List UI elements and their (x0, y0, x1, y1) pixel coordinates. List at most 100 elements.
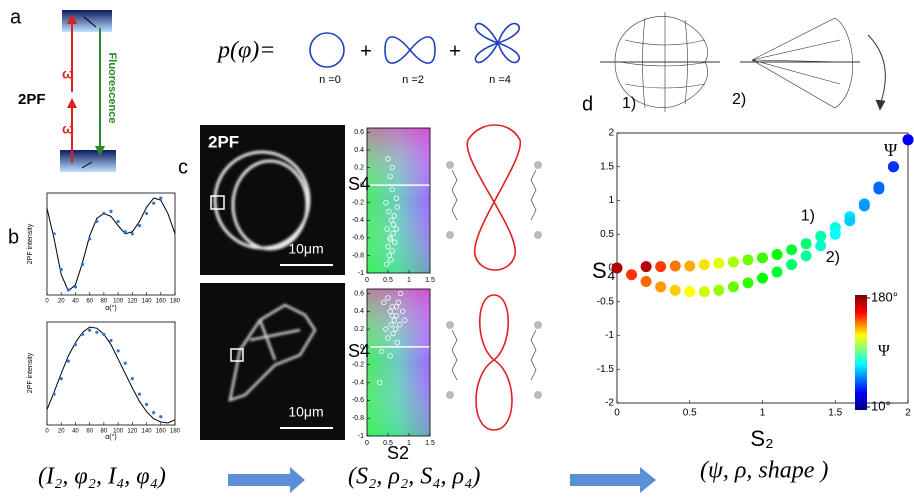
x-tick-label: 180 (170, 299, 181, 305)
panel-letter: d (582, 93, 593, 115)
data-point (137, 224, 142, 228)
y-tick-label: 2 (608, 128, 614, 139)
x-axis-label: α(°) (105, 304, 117, 312)
plus: + (449, 40, 461, 62)
y-tick-label: -1.5 (597, 364, 615, 375)
x-tick-label: 0 (45, 299, 49, 305)
data-point (815, 240, 827, 252)
data-point (392, 239, 398, 245)
x-tick-label: 20 (58, 299, 65, 305)
x-tick-label: 60 (86, 299, 93, 305)
data-point (66, 288, 70, 292)
pipeline-step: (S₂, ρ₂, S₄, ρ₄) (348, 464, 480, 490)
shape-label: 1) (622, 95, 636, 112)
plus: + (360, 40, 372, 62)
data-point (698, 259, 710, 271)
x-tick-label: 120 (127, 299, 138, 305)
data-point (858, 200, 870, 212)
y-tick-label: 0.6 (354, 129, 364, 136)
data-point (385, 295, 391, 301)
x-tick-label: 0 (365, 277, 369, 284)
y-tick-label: -1 (605, 330, 614, 341)
data-point (152, 411, 156, 415)
fit-line (46, 326, 176, 424)
term-label: n =4 (489, 74, 511, 86)
y-tick-label: 0.2 (354, 164, 364, 171)
data-point (669, 284, 681, 296)
data-point (390, 221, 397, 228)
data-point (384, 261, 390, 267)
data-point (383, 326, 389, 332)
data-point (655, 281, 667, 293)
data-point (80, 332, 85, 336)
data-point (684, 260, 696, 272)
data-point (385, 243, 391, 250)
data-point (59, 377, 63, 381)
data-point (388, 217, 395, 223)
x-tick-label: 0 (614, 408, 620, 419)
data-point (379, 348, 385, 355)
data-point (757, 272, 768, 284)
data-point (388, 257, 394, 263)
formula-lhs: p(φ)= (216, 38, 275, 64)
panel-letter: a (10, 6, 22, 28)
x-axis-label: S₂ (750, 426, 773, 451)
data-point (669, 260, 681, 272)
membrane-schematic (446, 124, 542, 431)
y-tick-label: -1 (358, 270, 364, 277)
data-point (800, 238, 812, 250)
data-point (390, 230, 396, 237)
data-point (844, 215, 856, 227)
data-point (400, 308, 406, 314)
y-tick-label: -0.8 (352, 415, 364, 422)
data-point (376, 379, 383, 386)
data-point (130, 377, 134, 381)
micrograph (200, 283, 345, 440)
panel-letter: b (8, 226, 19, 248)
data-point (389, 248, 395, 254)
data-point (786, 244, 798, 256)
x-tick-label: 180 (170, 429, 181, 435)
scale-bar-label: 10μm (288, 404, 323, 420)
x-tick-label: 140 (142, 299, 153, 305)
data-point (887, 161, 899, 173)
data-point (73, 285, 78, 289)
data-point (387, 353, 393, 359)
x-tick-label: 140 (142, 429, 153, 435)
y-tick-label: 0.6 (354, 290, 364, 297)
x-tick-label: 80 (101, 299, 108, 305)
series-label: 1) (801, 207, 815, 224)
x-tick-label: 120 (127, 429, 138, 435)
x-tick-label: 40 (72, 299, 79, 305)
data-point (130, 232, 134, 236)
data-point (385, 335, 391, 341)
term-label: n =2 (402, 74, 424, 86)
plot-background (367, 289, 430, 436)
data-point (387, 236, 394, 243)
x-tick-label: 1.5 (425, 277, 435, 284)
plot-frame (46, 321, 176, 426)
lobe-shapes (309, 22, 520, 68)
y-tick-label: -2 (605, 398, 614, 409)
y-tick-label: -0.4 (352, 379, 364, 386)
x-tick-label: 0.5 (683, 408, 697, 419)
psi-label: Ψ (884, 140, 898, 160)
y-tick-label: 0 (608, 263, 614, 274)
data-point (88, 237, 92, 241)
x-tick-label: 1 (760, 408, 766, 419)
y-tick-label: 0.5 (600, 229, 614, 240)
data-point (640, 276, 652, 287)
x-tick-label: 2 (905, 408, 911, 419)
x-tick-label: 1 (407, 277, 411, 284)
data-point (389, 304, 395, 310)
data-point (116, 349, 120, 353)
data-point (395, 299, 402, 306)
x-tick-label: 60 (86, 429, 93, 435)
data-point (394, 339, 400, 346)
y-tick-label: 0 (360, 182, 364, 189)
y-tick-label: 0.4 (354, 147, 364, 154)
x-tick-label: 0 (45, 429, 49, 435)
data-point (137, 392, 142, 396)
data-point (381, 299, 387, 306)
y-tick-label: -0.6 (352, 397, 364, 404)
